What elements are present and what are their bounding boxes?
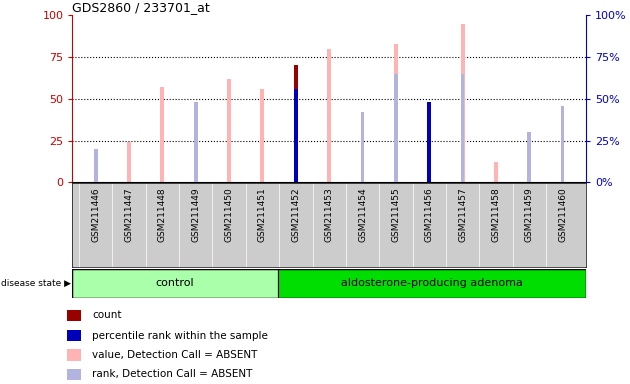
Text: GSM211456: GSM211456 — [425, 187, 433, 242]
Bar — [394, 44, 398, 182]
Bar — [161, 87, 164, 182]
Bar — [194, 132, 198, 182]
Text: GSM211449: GSM211449 — [192, 187, 200, 242]
Bar — [278, 269, 586, 298]
Text: disease state ▶: disease state ▶ — [1, 279, 71, 288]
Text: GSM211450: GSM211450 — [225, 187, 234, 242]
Bar — [427, 102, 431, 182]
Bar — [72, 269, 278, 298]
Bar — [461, 24, 464, 182]
Bar — [227, 79, 231, 182]
Text: rank, Detection Call = ABSENT: rank, Detection Call = ABSENT — [92, 369, 253, 379]
Text: percentile rank within the sample: percentile rank within the sample — [92, 331, 268, 341]
Text: aldosterone-producing adenoma: aldosterone-producing adenoma — [341, 278, 523, 288]
Bar — [67, 369, 81, 380]
Bar — [527, 132, 531, 182]
Bar — [260, 89, 265, 182]
Bar — [127, 142, 131, 182]
Bar — [394, 74, 398, 182]
Bar — [194, 102, 198, 182]
Bar — [461, 74, 464, 182]
Text: GSM211448: GSM211448 — [158, 187, 167, 242]
Text: GSM211453: GSM211453 — [324, 187, 334, 242]
Text: GSM211451: GSM211451 — [258, 187, 267, 242]
Bar — [94, 149, 98, 182]
Text: GSM211460: GSM211460 — [558, 187, 567, 242]
Bar — [561, 106, 564, 182]
Text: count: count — [92, 310, 122, 321]
Bar — [427, 124, 431, 182]
Bar — [327, 49, 331, 182]
Bar — [494, 162, 498, 182]
Text: GSM211446: GSM211446 — [91, 187, 100, 242]
Bar — [94, 169, 98, 182]
Bar — [67, 349, 81, 361]
Text: GSM211458: GSM211458 — [491, 187, 500, 242]
Bar — [67, 330, 81, 341]
Bar — [294, 65, 298, 182]
Text: value, Detection Call = ABSENT: value, Detection Call = ABSENT — [92, 350, 258, 360]
Text: control: control — [156, 278, 195, 288]
Text: GSM211457: GSM211457 — [458, 187, 467, 242]
Text: GSM211455: GSM211455 — [391, 187, 400, 242]
Bar — [67, 310, 81, 321]
Bar — [294, 89, 297, 182]
Text: GSM211454: GSM211454 — [358, 187, 367, 242]
Bar — [361, 112, 364, 182]
Text: GSM211452: GSM211452 — [291, 187, 301, 242]
Text: GSM211447: GSM211447 — [125, 187, 134, 242]
Text: GDS2860 / 233701_at: GDS2860 / 233701_at — [72, 1, 210, 14]
Text: GSM211459: GSM211459 — [525, 187, 534, 242]
Bar — [294, 89, 297, 182]
